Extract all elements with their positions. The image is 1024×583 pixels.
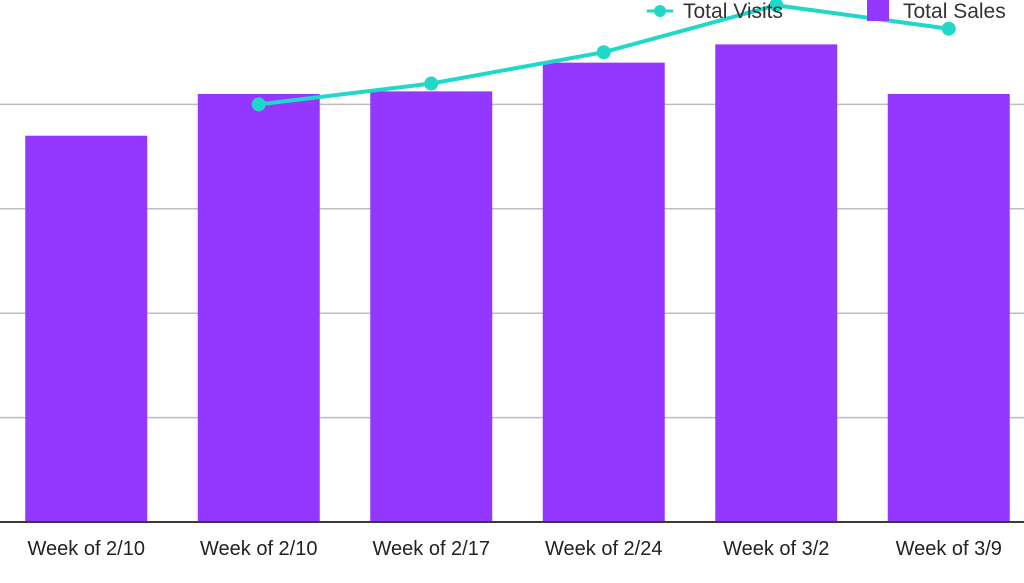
gridlines	[0, 103, 1024, 419]
visits-line-series	[251, 0, 956, 112]
legend-sales-swatch	[867, 0, 889, 21]
legend-item-total-sales: Total Sales	[867, 0, 1006, 23]
visits-point	[596, 45, 611, 60]
sales-bar	[887, 93, 1010, 523]
x-tick-label: Week of 2/17	[373, 538, 490, 560]
sales-bar	[25, 135, 148, 522]
x-tick-label: Week of 2/24	[545, 538, 662, 560]
legend: Total Visits Total Sales	[647, 0, 1006, 23]
visits-point	[769, 0, 784, 13]
x-axis-tick-labels: Week of 2/10 Week of 2/10 Week of 2/17 Week…	[28, 538, 1002, 560]
legend-sales-label: Total Sales	[903, 0, 1006, 23]
x-tick-label: Week of 3/2	[723, 538, 829, 560]
sales-bar	[542, 62, 665, 522]
visits-point	[251, 97, 266, 112]
sales-bar	[197, 93, 320, 523]
visits-point	[941, 21, 956, 36]
visits-point	[424, 76, 439, 91]
legend-visits-swatch-dot	[654, 5, 666, 17]
sales-bar	[715, 44, 838, 523]
legend-item-total-visits: Total Visits	[647, 0, 783, 23]
x-tick-label: Week of 2/10	[28, 538, 145, 560]
legend-visits-label: Total Visits	[683, 0, 783, 23]
sales-bar	[370, 91, 493, 522]
x-tick-label: Week of 2/10	[200, 538, 317, 560]
x-tick-label: Week of 3/9	[896, 538, 1002, 560]
sales-bars	[25, 44, 1010, 523]
